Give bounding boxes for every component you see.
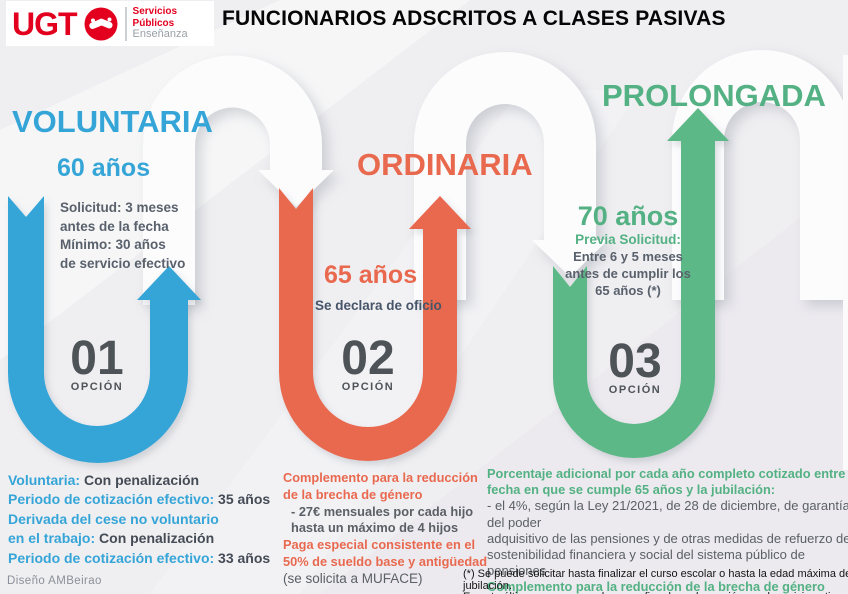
white-arch-1 — [143, 55, 334, 305]
ugt-logo: UGT Servicios Públicos Enseñanza — [6, 1, 214, 46]
logo-org-lines: Servicios Públicos Enseñanza — [133, 6, 188, 41]
detail-line: en el trabajo: Con penalización — [8, 530, 215, 547]
logo-line-servicios: Servicios — [132, 6, 178, 18]
arrow-ordinaria — [279, 188, 471, 461]
option-ordinaria-note: Se declara de oficio — [315, 298, 442, 313]
footnote-line: En este último caso, se puede poner fin … — [463, 591, 848, 594]
white-edge-strip — [843, 55, 848, 470]
note-line: Mínimo: 30 años — [60, 237, 166, 252]
note-line: 65 años (*) — [595, 283, 661, 298]
number-02: 02 — [341, 332, 395, 385]
detail-line: Periodo de cotización efectivo: 33 años — [8, 549, 271, 566]
option-voluntaria-notes: Solicitud: 3 meses antes de la fecha Mín… — [60, 199, 185, 273]
option-prolongada-notes: 70 años Previa Solicitud: Entre 6 y 5 me… — [553, 201, 703, 299]
note-line: antes de cumplir los — [565, 266, 691, 281]
note-line: Solicitud: 3 meses — [60, 200, 179, 215]
option-1-number: 01 OPCIÓN — [52, 332, 142, 394]
arrow-prolongada — [553, 108, 729, 458]
background-facet — [0, 0, 470, 360]
number-03: 03 — [608, 335, 662, 388]
option-ordinaria-age: 65 años — [324, 261, 418, 289]
voluntaria-details: Voluntaria: Con penalización Periodo de … — [8, 471, 270, 568]
number-01-label: OPCIÓN — [70, 381, 124, 393]
note-line: antes de la fecha — [60, 218, 169, 234]
option-prolongada-age: 70 años — [577, 201, 679, 231]
detail-line: Complemento para la reducción — [283, 470, 478, 485]
number-02-label: OPCIÓN — [341, 381, 395, 393]
option-3-number: 03 OPCIÓN — [590, 335, 680, 397]
page-title: FUNCIONARIOS ADSCRITOS A CLASES PASIVAS — [222, 7, 726, 30]
logo-line-ensenanza: Enseñanza — [132, 28, 188, 41]
detail-line: 50% de sueldo base y antigüedad — [283, 553, 488, 569]
note-line: Entre 6 y 5 meses — [573, 249, 683, 264]
detail-line: (se solicita a MUFACE) — [283, 570, 423, 586]
detail-line: sostenibilidad financiera y social del s… — [487, 547, 805, 579]
footnote-line: (*) Se puede solicitar hasta finalizar e… — [463, 568, 848, 592]
white-arch-2 — [414, 52, 608, 300]
note-line: de servicio efectivo — [60, 255, 186, 271]
detail-line: Paga especial consistente en el — [283, 537, 476, 553]
detail-line: adquisitivo de las pensiones y de otras … — [487, 530, 848, 546]
number-03-label: OPCIÓN — [608, 384, 662, 396]
logo-divider — [124, 6, 127, 41]
detail-line: - el 4%, según la Ley 21/2021, de 28 de … — [487, 498, 848, 530]
option-voluntaria-age: 60 años — [57, 154, 151, 182]
detail-line: - 27€ mensuales por cada hijo — [291, 503, 474, 519]
ordinaria-details: Complemento para la reducción de la brec… — [283, 470, 493, 588]
footnote: (*) Se puede solicitar hasta finalizar e… — [463, 568, 848, 594]
handshake-icon — [84, 7, 118, 40]
detail-line: de la brecha de género — [283, 486, 423, 502]
option-ordinaria-title: ORDINARIA — [357, 147, 533, 182]
design-credit: Diseño AMBeirao — [7, 575, 102, 587]
number-01: 01 — [70, 332, 124, 385]
option-prolongada-title: PROLONGADA — [602, 78, 826, 113]
detail-line: Derivada del cese no voluntario — [8, 510, 219, 527]
prolongada-details: Porcentaje adicional por cada año comple… — [487, 466, 848, 594]
white-arch-3 — [672, 50, 848, 300]
option-voluntaria-title: VOLUNTARIA — [12, 104, 213, 139]
arrow-voluntaria — [8, 196, 201, 463]
detail-line: hasta un máximo de 4 hijos — [291, 520, 459, 536]
detail-line: Complemento para la reducción de la brec… — [487, 579, 825, 594]
detail-line: fecha en que se cumple 65 años y la jubi… — [487, 482, 776, 498]
background-facet — [150, 90, 640, 594]
option-2-number: 02 OPCIÓN — [323, 332, 413, 394]
detail-line: Porcentaje adicional por cada año comple… — [487, 466, 848, 481]
logo-line-publicos: Públicos — [132, 17, 175, 29]
ugt-wordmark: UGT — [12, 5, 78, 42]
prolongada-subtitle: Previa Solicitud: — [575, 232, 681, 247]
detail-line: Periodo de cotización efectivo: 35 años — [8, 491, 271, 508]
detail-line: Voluntaria: Con penalización — [8, 472, 200, 488]
